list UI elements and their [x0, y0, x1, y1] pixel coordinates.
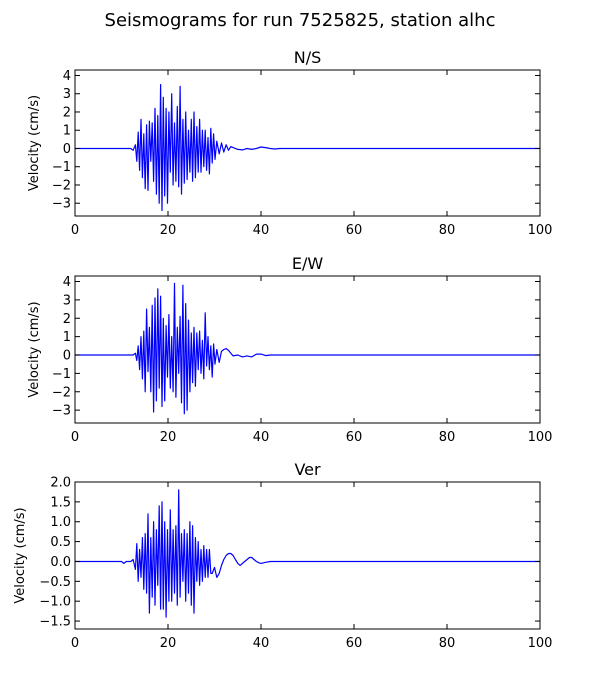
plot-frame: [74, 69, 541, 217]
y-tick-label: 0.5: [50, 535, 71, 550]
velocity-trace-line: [75, 489, 540, 618]
x-tick-label: 0: [71, 636, 79, 651]
x-tick-label: 20: [160, 223, 177, 238]
y-axis-label: Velocity (cm/s): [13, 507, 28, 603]
y-tick-label: 1: [63, 330, 71, 345]
panel-1: E/W Velocity (cm/s) 0 20 40 60 80 100 −3 −2 −1 0 1 2 3…: [27, 254, 552, 445]
x-tick-label: 20: [160, 636, 177, 651]
y-tick-label: 1.0: [50, 515, 71, 530]
y-tick-label: −3: [52, 404, 71, 419]
panel-0: N/S Velocity (cm/s) 0 20 40 60 80 100 −3 −2 −1 0 1 2 3…: [27, 48, 552, 238]
y-tick-label: −1.0: [39, 595, 71, 610]
x-tick-label: 80: [439, 636, 456, 651]
figure-title: Seismograms for run 7525825, station alh…: [104, 10, 496, 31]
y-tick-label: 1: [63, 124, 71, 139]
y-tick-label: −2: [52, 385, 71, 400]
x-tick-label: 80: [439, 430, 456, 445]
y-tick-label: 3: [63, 87, 71, 102]
panel-title: E/W: [292, 254, 324, 273]
plot-frame: [74, 275, 541, 424]
y-tick-label: 2: [63, 312, 71, 327]
y-tick-label: −0.5: [39, 575, 71, 590]
x-tick-label: 100: [528, 636, 553, 651]
x-tick-label: 0: [71, 430, 79, 445]
x-tick-label: 20: [160, 430, 177, 445]
x-tick-label: 80: [439, 223, 456, 238]
y-tick-label: 3: [63, 293, 71, 308]
x-tick-label: 40: [253, 430, 270, 445]
panel-2: Ver Velocity (cm/s) 0 20 40 60 80 100 −1.5 −1.0 −0…: [13, 460, 552, 651]
y-axis-label: Velocity (cm/s): [27, 95, 42, 191]
plot-frame: [74, 481, 541, 630]
y-tick-label: −1.5: [39, 615, 71, 630]
y-tick-label: 2.0: [50, 476, 71, 491]
y-tick-label: 0.0: [50, 555, 71, 570]
y-tick-label: −1: [52, 160, 71, 175]
x-tick-label: 40: [253, 636, 270, 651]
x-tick-label: 0: [71, 223, 79, 238]
x-tick-label: 60: [346, 636, 363, 651]
y-tick-label: 2: [63, 105, 71, 120]
y-tick-label: 1.5: [50, 495, 71, 510]
y-tick-label: 0: [63, 142, 71, 157]
x-tick-label: 100: [528, 430, 553, 445]
panel-title: Ver: [294, 460, 321, 479]
y-tick-label: 0: [63, 349, 71, 364]
x-tick-label: 100: [528, 223, 553, 238]
y-axis-label: Velocity (cm/s): [27, 301, 42, 397]
y-tick-label: −2: [52, 178, 71, 193]
x-tick-label: 60: [346, 223, 363, 238]
x-tick-label: 40: [253, 223, 270, 238]
velocity-trace-line: [75, 83, 540, 212]
x-tick-label: 60: [346, 430, 363, 445]
velocity-trace-line: [75, 282, 540, 415]
panel-title: N/S: [294, 48, 322, 67]
y-tick-label: −3: [52, 197, 71, 212]
y-tick-label: 4: [63, 275, 71, 290]
y-tick-label: −1: [52, 367, 71, 382]
y-tick-label: 4: [63, 69, 71, 84]
